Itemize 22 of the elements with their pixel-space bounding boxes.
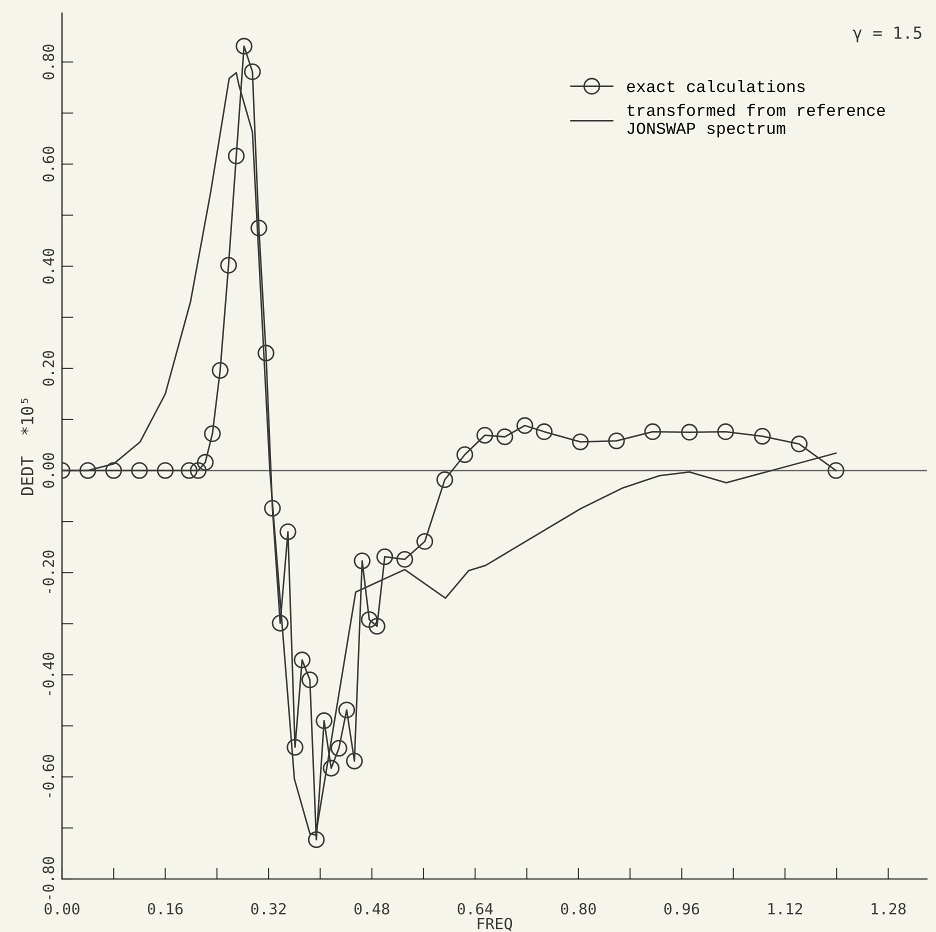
y-tick-label: -0.20 (42, 550, 54, 593)
y-axis-title: DEDT *10⁵ (20, 398, 34, 496)
x-tick-label: 0.96 (664, 902, 700, 915)
annotation: γ = 1.5 (852, 26, 922, 42)
y-tick-label: 0.20 (42, 350, 54, 386)
y-tick-label: -0.80 (42, 856, 54, 900)
legend-label: transformed from reference JONSWAP spectrum (627, 104, 885, 138)
x-tick-label: 0.16 (148, 902, 183, 915)
y-tick-label: 0.60 (42, 146, 54, 182)
y-tick-label: -0.40 (42, 652, 54, 696)
x-tick-label: 0.32 (251, 902, 286, 915)
y-tick-label: -0.60 (42, 754, 54, 798)
x-tick-label: 1.28 (872, 902, 906, 915)
y-tick-label: 0.40 (42, 248, 54, 284)
legend-label: exact calculations (627, 80, 805, 92)
y-tick-label: 0.80 (42, 44, 54, 80)
x-tick-label: 0.80 (561, 902, 596, 915)
x-axis-title: FREQ (478, 918, 512, 932)
x-tick-label: 0.64 (458, 902, 493, 915)
y-tick-label: 0.00 (42, 453, 54, 488)
x-tick-label: 1.12 (768, 902, 802, 914)
x-tick-label: 0.48 (354, 902, 390, 915)
